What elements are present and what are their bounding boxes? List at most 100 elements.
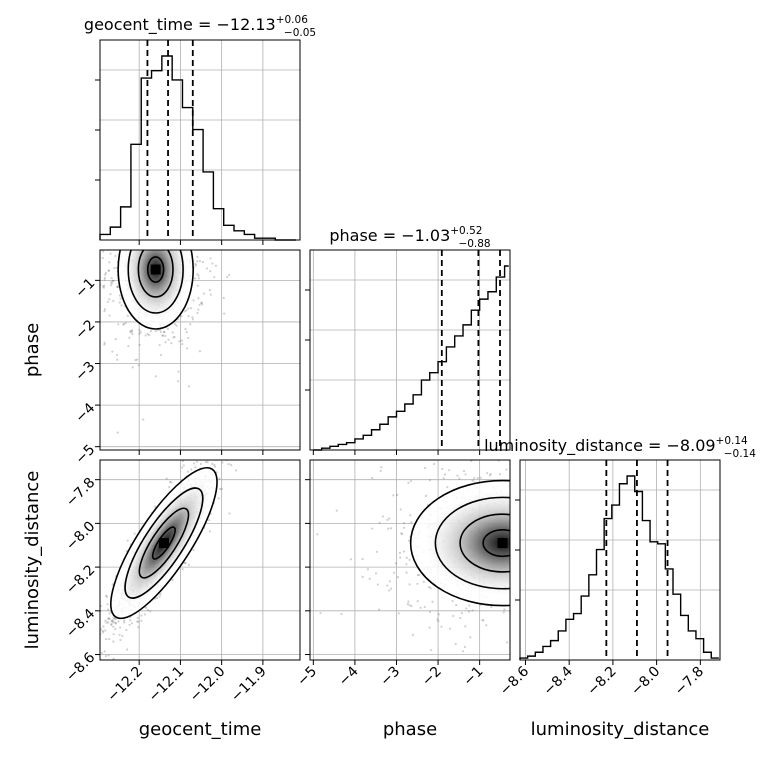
sample-point (545, 495, 547, 497)
sample-point (620, 466, 622, 468)
x-tick-label: −11.9 (228, 664, 270, 706)
sample-point (530, 545, 532, 547)
sample-point (123, 247, 125, 249)
density-contour (138, 507, 190, 579)
sample-point (527, 543, 529, 545)
sample-point (244, 431, 246, 433)
y-tick-label: −3 (72, 359, 98, 385)
sample-point (141, 241, 143, 243)
sample-point (537, 480, 539, 482)
sample-point (575, 523, 577, 525)
sample-point (566, 472, 568, 474)
sample-point (190, 241, 192, 243)
sample-point (217, 497, 220, 500)
sample-point (402, 550, 405, 553)
sample-point (161, 218, 163, 220)
sample-point (233, 450, 235, 452)
sample-point (176, 243, 178, 245)
sample-point (543, 495, 545, 497)
sample-point (410, 605, 413, 608)
sample-point (172, 190, 174, 192)
sample-points (310, 460, 631, 653)
sample-point (107, 654, 110, 657)
sample-point (511, 537, 513, 539)
sample-point (473, 476, 476, 480)
sample-point (156, 220, 158, 222)
sample-point (170, 242, 172, 244)
sample-point (545, 514, 547, 516)
sample-point (138, 332, 141, 335)
sample-point (408, 604, 411, 607)
sample-point (144, 241, 146, 243)
sample-point (107, 617, 110, 621)
sample-point (112, 633, 115, 636)
sample-point (126, 226, 128, 228)
sample-point (429, 587, 432, 590)
sample-point (114, 617, 117, 621)
sample-point (534, 510, 536, 512)
x-tick-label: −8.2 (584, 664, 619, 699)
sample-point (115, 222, 117, 224)
sample-point (582, 591, 584, 593)
sample-point (176, 222, 178, 224)
sample-point (389, 587, 393, 590)
sample-point (538, 485, 540, 487)
sample-point (145, 241, 147, 243)
sample-point (529, 551, 531, 553)
sample-point (125, 212, 127, 214)
sample-point (408, 583, 411, 586)
sample-point (144, 236, 146, 238)
sample-point (121, 227, 123, 229)
sample-point (96, 224, 98, 226)
sample-point (452, 614, 455, 618)
sample-point (129, 619, 132, 622)
sample-point (131, 329, 134, 332)
sample-point (162, 227, 164, 229)
scatter-panel-geocent-time-vs-phase: −5 −4 −3 −2 −1 (72, 190, 301, 468)
sample-point (538, 483, 540, 485)
sample-point (552, 508, 554, 510)
sample-point (108, 298, 111, 301)
sample-point (218, 477, 221, 480)
sample-point (405, 571, 408, 574)
sample-point (428, 479, 432, 482)
sample-point (157, 234, 159, 236)
sample-point (513, 549, 515, 551)
sample-point (113, 267, 116, 270)
sample-point (91, 639, 93, 641)
y-tick-label: −8.4 (63, 606, 98, 641)
sample-point (196, 311, 199, 315)
sample-point (115, 353, 119, 357)
sample-point (629, 542, 631, 544)
sample-point (579, 558, 581, 560)
sample-point (212, 236, 214, 238)
sample-point (103, 308, 107, 311)
sample-point (411, 633, 414, 636)
sample-point (176, 243, 178, 245)
sample-point (513, 566, 515, 568)
sample-point (174, 233, 176, 235)
sample-point (587, 557, 589, 559)
sample-point (253, 419, 255, 421)
sample-point (579, 560, 581, 562)
sample-point (535, 599, 537, 601)
sample-point (118, 201, 120, 203)
sample-point (162, 219, 164, 221)
sample-point (531, 523, 533, 525)
sample-point (264, 394, 266, 396)
sample-point (156, 209, 158, 211)
sample-point (93, 267, 95, 269)
sample-point (123, 621, 126, 624)
sample-point (520, 481, 522, 483)
sample-point (185, 347, 189, 350)
sample-point (578, 580, 580, 582)
sample-point (119, 626, 122, 629)
sample-point (154, 228, 156, 230)
sample-point (101, 222, 103, 224)
sample-point (159, 231, 161, 233)
sample-point (225, 455, 227, 457)
sample-point (553, 534, 555, 536)
sample-point (512, 589, 514, 591)
sample-point (108, 637, 111, 641)
sample-point (169, 236, 171, 238)
